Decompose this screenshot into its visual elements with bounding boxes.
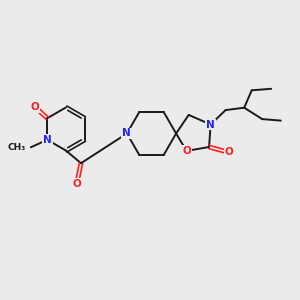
Text: N: N [206,119,215,130]
Text: N: N [122,128,131,139]
Text: CH₃: CH₃ [7,143,26,152]
Text: O: O [225,146,234,157]
Text: N: N [43,135,52,145]
Text: O: O [30,102,39,112]
Text: O: O [72,179,81,189]
Text: O: O [182,146,191,156]
